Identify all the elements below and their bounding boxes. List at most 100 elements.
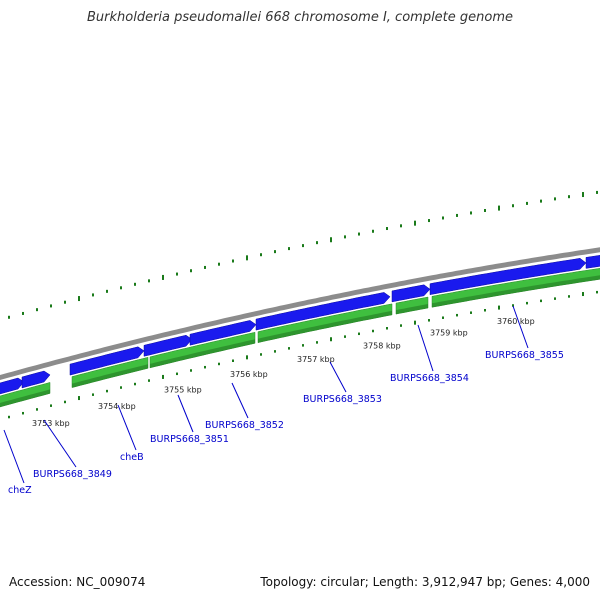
gc-skew-mark: [554, 297, 556, 300]
forward-cds-feature[interactable]: [585, 254, 600, 269]
gc-skew-mark: [372, 229, 374, 233]
gc-skew-mark: [400, 224, 402, 228]
forward-cds-feature[interactable]: [0, 377, 25, 397]
reverse-cds-shadow: [72, 364, 148, 388]
reverse-cds-shadow: [150, 339, 255, 368]
forward-cds-feature[interactable]: [255, 292, 391, 331]
gc-skew-mark: [386, 327, 388, 330]
gc-skew-mark: [288, 247, 290, 251]
gc-skew-mark: [274, 350, 276, 353]
tick-label: 3757 kbp: [297, 355, 335, 364]
gc-skew-mark: [288, 347, 290, 350]
tick-label: 3753 kbp: [32, 419, 70, 428]
gc-skew-mark: [512, 204, 514, 208]
gc-skew-mark: [246, 355, 248, 360]
gc-skew-mark: [596, 290, 598, 294]
gc-skew-mark: [8, 415, 10, 419]
gc-skew-mark: [204, 365, 206, 369]
gc-skew-mark: [414, 320, 416, 325]
gc-skew-mark: [246, 255, 248, 261]
gc-skew-mark: [190, 269, 192, 273]
gc-skew-mark: [92, 293, 94, 297]
gc-skew-mark: [162, 274, 164, 280]
gc-skew-mark: [470, 311, 472, 314]
forward-cds-feature[interactable]: [429, 258, 587, 296]
gc-skew-mark: [92, 393, 94, 396]
map-title: Burkholderia pseudomallei 668 chromosome…: [86, 10, 514, 25]
gene-label[interactable]: cheZ: [8, 485, 32, 496]
gc-skew-mark: [428, 219, 430, 223]
gc-skew-mark: [540, 199, 542, 203]
gc-skew-mark: [134, 382, 136, 386]
gc-skew-mark: [50, 304, 52, 308]
forward-cds-feature[interactable]: [69, 346, 145, 376]
gc-skew-mark: [554, 197, 556, 201]
forward-strand-track: [0, 254, 600, 397]
gc-skew-mark: [526, 301, 528, 305]
tick-label: 3758 kbp: [363, 342, 401, 351]
gc-skew-mark: [190, 369, 192, 372]
gene-leader-line: [417, 324, 434, 372]
gc-skew-mark: [568, 295, 570, 298]
gc-skew-mark: [498, 205, 500, 211]
gc-skew-mark: [50, 404, 52, 407]
forward-cds-feature[interactable]: [189, 320, 257, 346]
gene-label[interactable]: BURPS668_3855: [485, 350, 564, 361]
reverse-strand-track: [0, 268, 600, 408]
gene-label[interactable]: BURPS668_3853: [303, 394, 382, 405]
gene-label[interactable]: BURPS668_3851: [150, 434, 229, 445]
reverse-cds-shadow: [396, 304, 428, 315]
gc-skew-mark: [78, 296, 80, 302]
gc-skew-mark: [442, 316, 444, 319]
gc-skew-mark: [456, 213, 458, 217]
gc-skew-mark: [414, 220, 416, 226]
gc-skew-mark: [64, 300, 66, 304]
reverse-cds-shadow: [432, 275, 600, 308]
gc-skew-mark: [344, 235, 346, 239]
gene-leader-line: [117, 404, 137, 451]
gc-skew-mark: [232, 359, 234, 362]
gc-skew-mark: [358, 232, 360, 236]
gc-skew-mark: [330, 337, 332, 342]
tick-label: 3756 kbp: [230, 370, 268, 379]
gene-label[interactable]: BURPS668_3854: [390, 373, 469, 384]
gc-skew-mark: [470, 211, 472, 215]
gc-skew-mark: [358, 332, 360, 336]
gc-skew-mark: [148, 279, 150, 283]
gc-skew-mark: [232, 259, 234, 263]
gc-skew-mark: [120, 386, 122, 389]
gc-skew-mark: [176, 272, 178, 276]
gc-skew-mark: [148, 379, 150, 382]
forward-cds-feature[interactable]: [143, 334, 193, 357]
gc-skew-mark: [428, 319, 430, 322]
gc-skew-mark: [372, 329, 374, 333]
gc-skew-mark: [400, 324, 402, 327]
backbone-line: [0, 247, 600, 380]
tick-label: 3754 kbp: [98, 402, 136, 411]
forward-cds-feature[interactable]: [391, 284, 431, 303]
topology-text: Topology: circular; Length: 3,912,947 bp…: [260, 575, 590, 589]
gc-skew-mark: [330, 237, 332, 243]
gc-skew-mark: [134, 282, 136, 286]
gc-skew-mark: [64, 400, 66, 404]
gc-skew-mark: [386, 227, 388, 231]
gc-skew-mark: [302, 244, 304, 248]
gene-label[interactable]: BURPS668_3849: [33, 469, 112, 480]
gc-skew-mark: [582, 292, 584, 297]
forward-cds-feature[interactable]: [21, 370, 51, 389]
gene-leader-line: [231, 382, 249, 419]
gc-skew-mark: [260, 253, 262, 257]
gc-skew-mark: [204, 265, 206, 269]
gene-label[interactable]: cheB: [120, 452, 144, 463]
gene-leader-line: [512, 305, 529, 349]
gc-skew-mark: [36, 408, 38, 411]
gene-label[interactable]: BURPS668_3852: [205, 420, 284, 431]
gc-skew-mark: [260, 353, 262, 356]
gc-skew-mark: [526, 201, 528, 205]
gc-skew-track: [8, 190, 598, 419]
reverse-cds-shadow: [258, 310, 392, 343]
gc-skew-mark: [484, 208, 486, 212]
tick-label: 3759 kbp: [430, 329, 468, 338]
reverse-cds-shadow: [0, 389, 50, 407]
